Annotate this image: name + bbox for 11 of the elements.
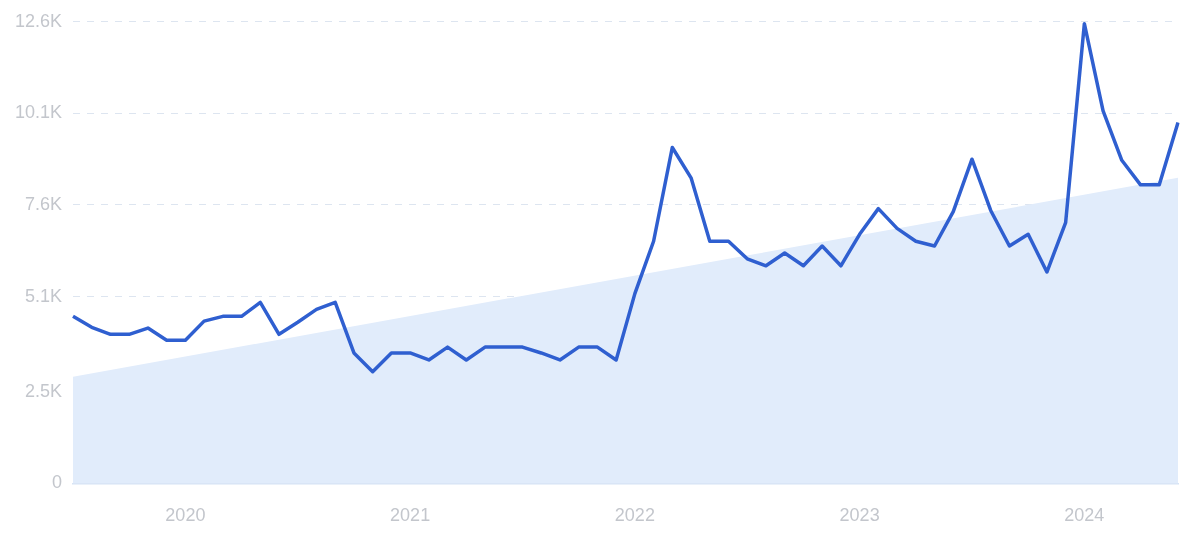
x-tick-label: 2022 (614, 505, 655, 526)
y-tick-label: 7.6K (24, 193, 62, 214)
x-tick-label: 2021 (390, 505, 431, 526)
x-tick-label: 2024 (1064, 505, 1105, 526)
y-tick-label: 2.5K (24, 380, 62, 401)
y-tick-label: 5.1K (24, 285, 62, 306)
x-tick-label: 2023 (839, 505, 880, 526)
y-tick-label: 12.6K (14, 10, 62, 31)
y-tick-label: 10.1K (14, 102, 62, 123)
x-tick-label: 2020 (165, 505, 206, 526)
y-tick-label: 0 (51, 472, 62, 493)
